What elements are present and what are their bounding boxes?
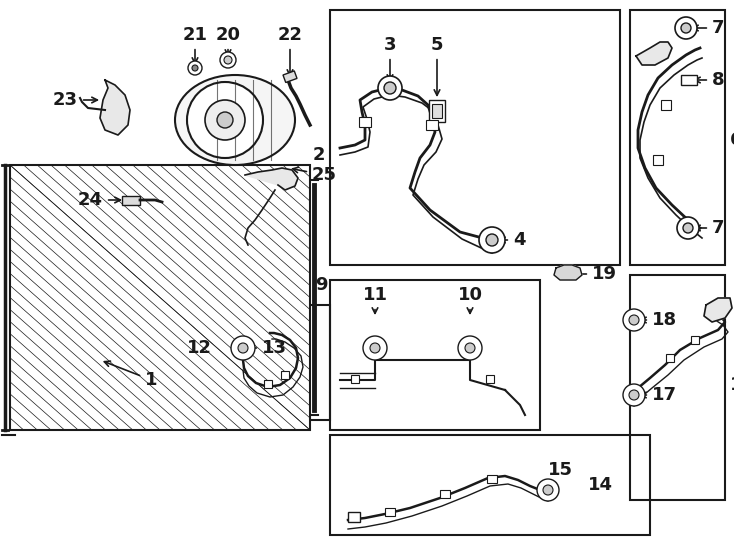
Text: 18: 18 [641,311,677,329]
Bar [432,104,442,118]
Text: 9: 9 [316,276,328,294]
Bar [122,196,140,205]
Text: 4: 4 [500,231,526,249]
Text: 11: 11 [363,286,388,313]
Circle shape [623,384,645,406]
Circle shape [675,17,697,39]
Bar [215,305,330,420]
Circle shape [192,65,198,71]
Bar [330,10,620,265]
Bar [486,375,494,383]
Text: 6: 6 [730,131,734,149]
Polygon shape [554,265,582,280]
Circle shape [187,82,263,158]
Bar [359,117,371,127]
Circle shape [378,76,402,100]
Text: 10: 10 [457,286,482,313]
Bar [348,512,360,522]
Bar [330,435,650,535]
Circle shape [231,336,255,360]
Text: 23: 23 [53,91,98,109]
Text: 12: 12 [187,339,212,357]
Circle shape [224,56,232,64]
Text: 13: 13 [247,339,287,357]
Circle shape [629,315,639,325]
Text: 24: 24 [78,191,120,209]
Bar [666,354,674,362]
Polygon shape [636,42,672,65]
Circle shape [458,336,482,360]
Text: 25: 25 [293,166,337,184]
Circle shape [681,23,691,33]
Polygon shape [100,80,130,135]
Bar [351,375,359,383]
Text: 22: 22 [277,26,302,76]
Circle shape [205,100,245,140]
Text: 5: 5 [431,36,443,96]
Bar [426,120,438,130]
Polygon shape [704,298,732,322]
Circle shape [220,52,236,68]
Bar [264,380,272,388]
Text: 21: 21 [183,26,208,63]
Bar [10,165,310,430]
Circle shape [363,336,387,360]
Text: 7: 7 [693,19,724,37]
Text: 14: 14 [588,476,613,494]
Text: 2: 2 [313,146,325,164]
Circle shape [537,479,559,501]
Bar [330,280,540,430]
Text: 16: 16 [730,376,734,394]
Text: 7: 7 [694,219,724,237]
Circle shape [629,390,639,400]
Text: 3: 3 [384,36,396,80]
Bar [429,100,445,122]
Circle shape [238,343,248,353]
Bar [385,508,395,516]
Text: 20: 20 [216,26,241,56]
Circle shape [683,223,693,233]
Bar [681,75,697,85]
Bar [281,371,289,379]
Bar [661,100,671,110]
Circle shape [384,82,396,94]
Circle shape [217,112,233,128]
Text: 8: 8 [694,71,724,89]
Circle shape [370,343,380,353]
Ellipse shape [175,75,295,165]
Bar [440,490,450,498]
Bar [487,475,497,483]
Circle shape [188,61,202,75]
Text: 1: 1 [104,361,158,389]
Text: 19: 19 [573,265,617,283]
Circle shape [543,485,553,495]
Circle shape [479,227,505,253]
Bar [653,155,663,165]
Polygon shape [245,168,298,190]
Circle shape [677,217,699,239]
Circle shape [465,343,475,353]
Bar [283,71,297,83]
Text: 15: 15 [548,461,573,486]
Text: 17: 17 [641,386,677,404]
Bar [630,10,725,265]
Circle shape [486,234,498,246]
Bar [691,336,699,344]
Circle shape [623,309,645,331]
Bar [630,275,725,500]
